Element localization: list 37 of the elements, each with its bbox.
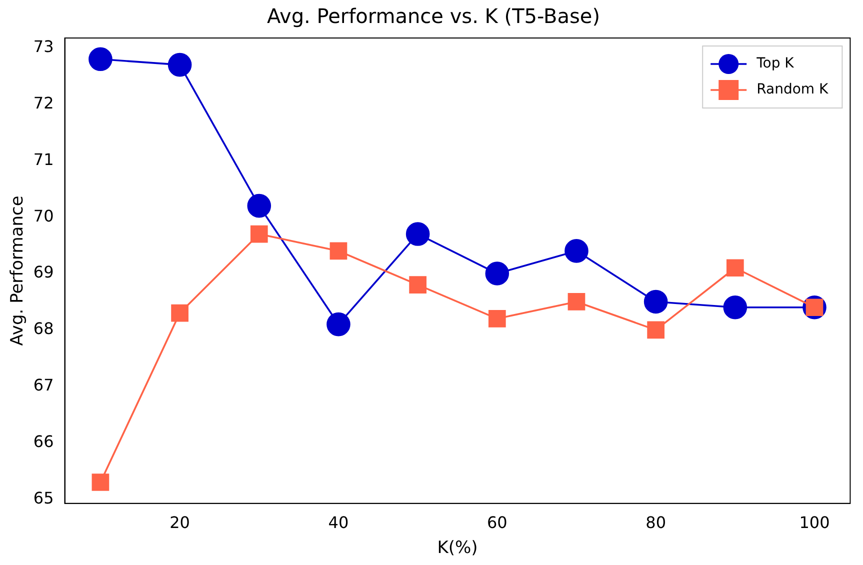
point [568, 293, 586, 310]
point [406, 222, 430, 246]
point [88, 47, 112, 72]
point [726, 259, 744, 277]
point [723, 295, 748, 320]
y-tick-label: 68 [33, 319, 54, 338]
point [247, 194, 272, 218]
point [409, 276, 426, 294]
y-tick-label: 70 [33, 206, 54, 226]
point [326, 312, 350, 336]
x-tick-label: 60 [486, 513, 508, 532]
point [647, 321, 664, 339]
legend-label: Random K [756, 82, 830, 98]
chart-title: Avg. Performance vs. K (T5-Base) [266, 4, 600, 28]
legend-label: Top K [756, 56, 795, 72]
point [485, 262, 510, 286]
point [171, 304, 188, 322]
y-tick-label: 69 [33, 262, 54, 282]
y-tick-label: 67 [33, 376, 54, 394]
x-tick-label: 40 [328, 513, 349, 532]
x-tick-label: 80 [646, 513, 666, 532]
point [488, 310, 506, 328]
y-tick-label: 71 [33, 150, 54, 169]
y-tick-label: 65 [33, 488, 54, 508]
y-tick-label: 72 [33, 93, 54, 112]
point [564, 239, 588, 263]
x-axis-title: K(%) [437, 538, 478, 558]
point [644, 290, 668, 314]
point [168, 52, 192, 77]
y-tick-label: 73 [33, 37, 54, 56]
x-tick-label: 100 [799, 513, 830, 532]
point [250, 225, 268, 243]
point [92, 474, 110, 491]
x-tick-label: 20 [170, 513, 190, 532]
point [330, 242, 348, 260]
y-tick-label: 66 [33, 432, 54, 451]
y-axis-title: Avg. Performance [8, 196, 28, 346]
